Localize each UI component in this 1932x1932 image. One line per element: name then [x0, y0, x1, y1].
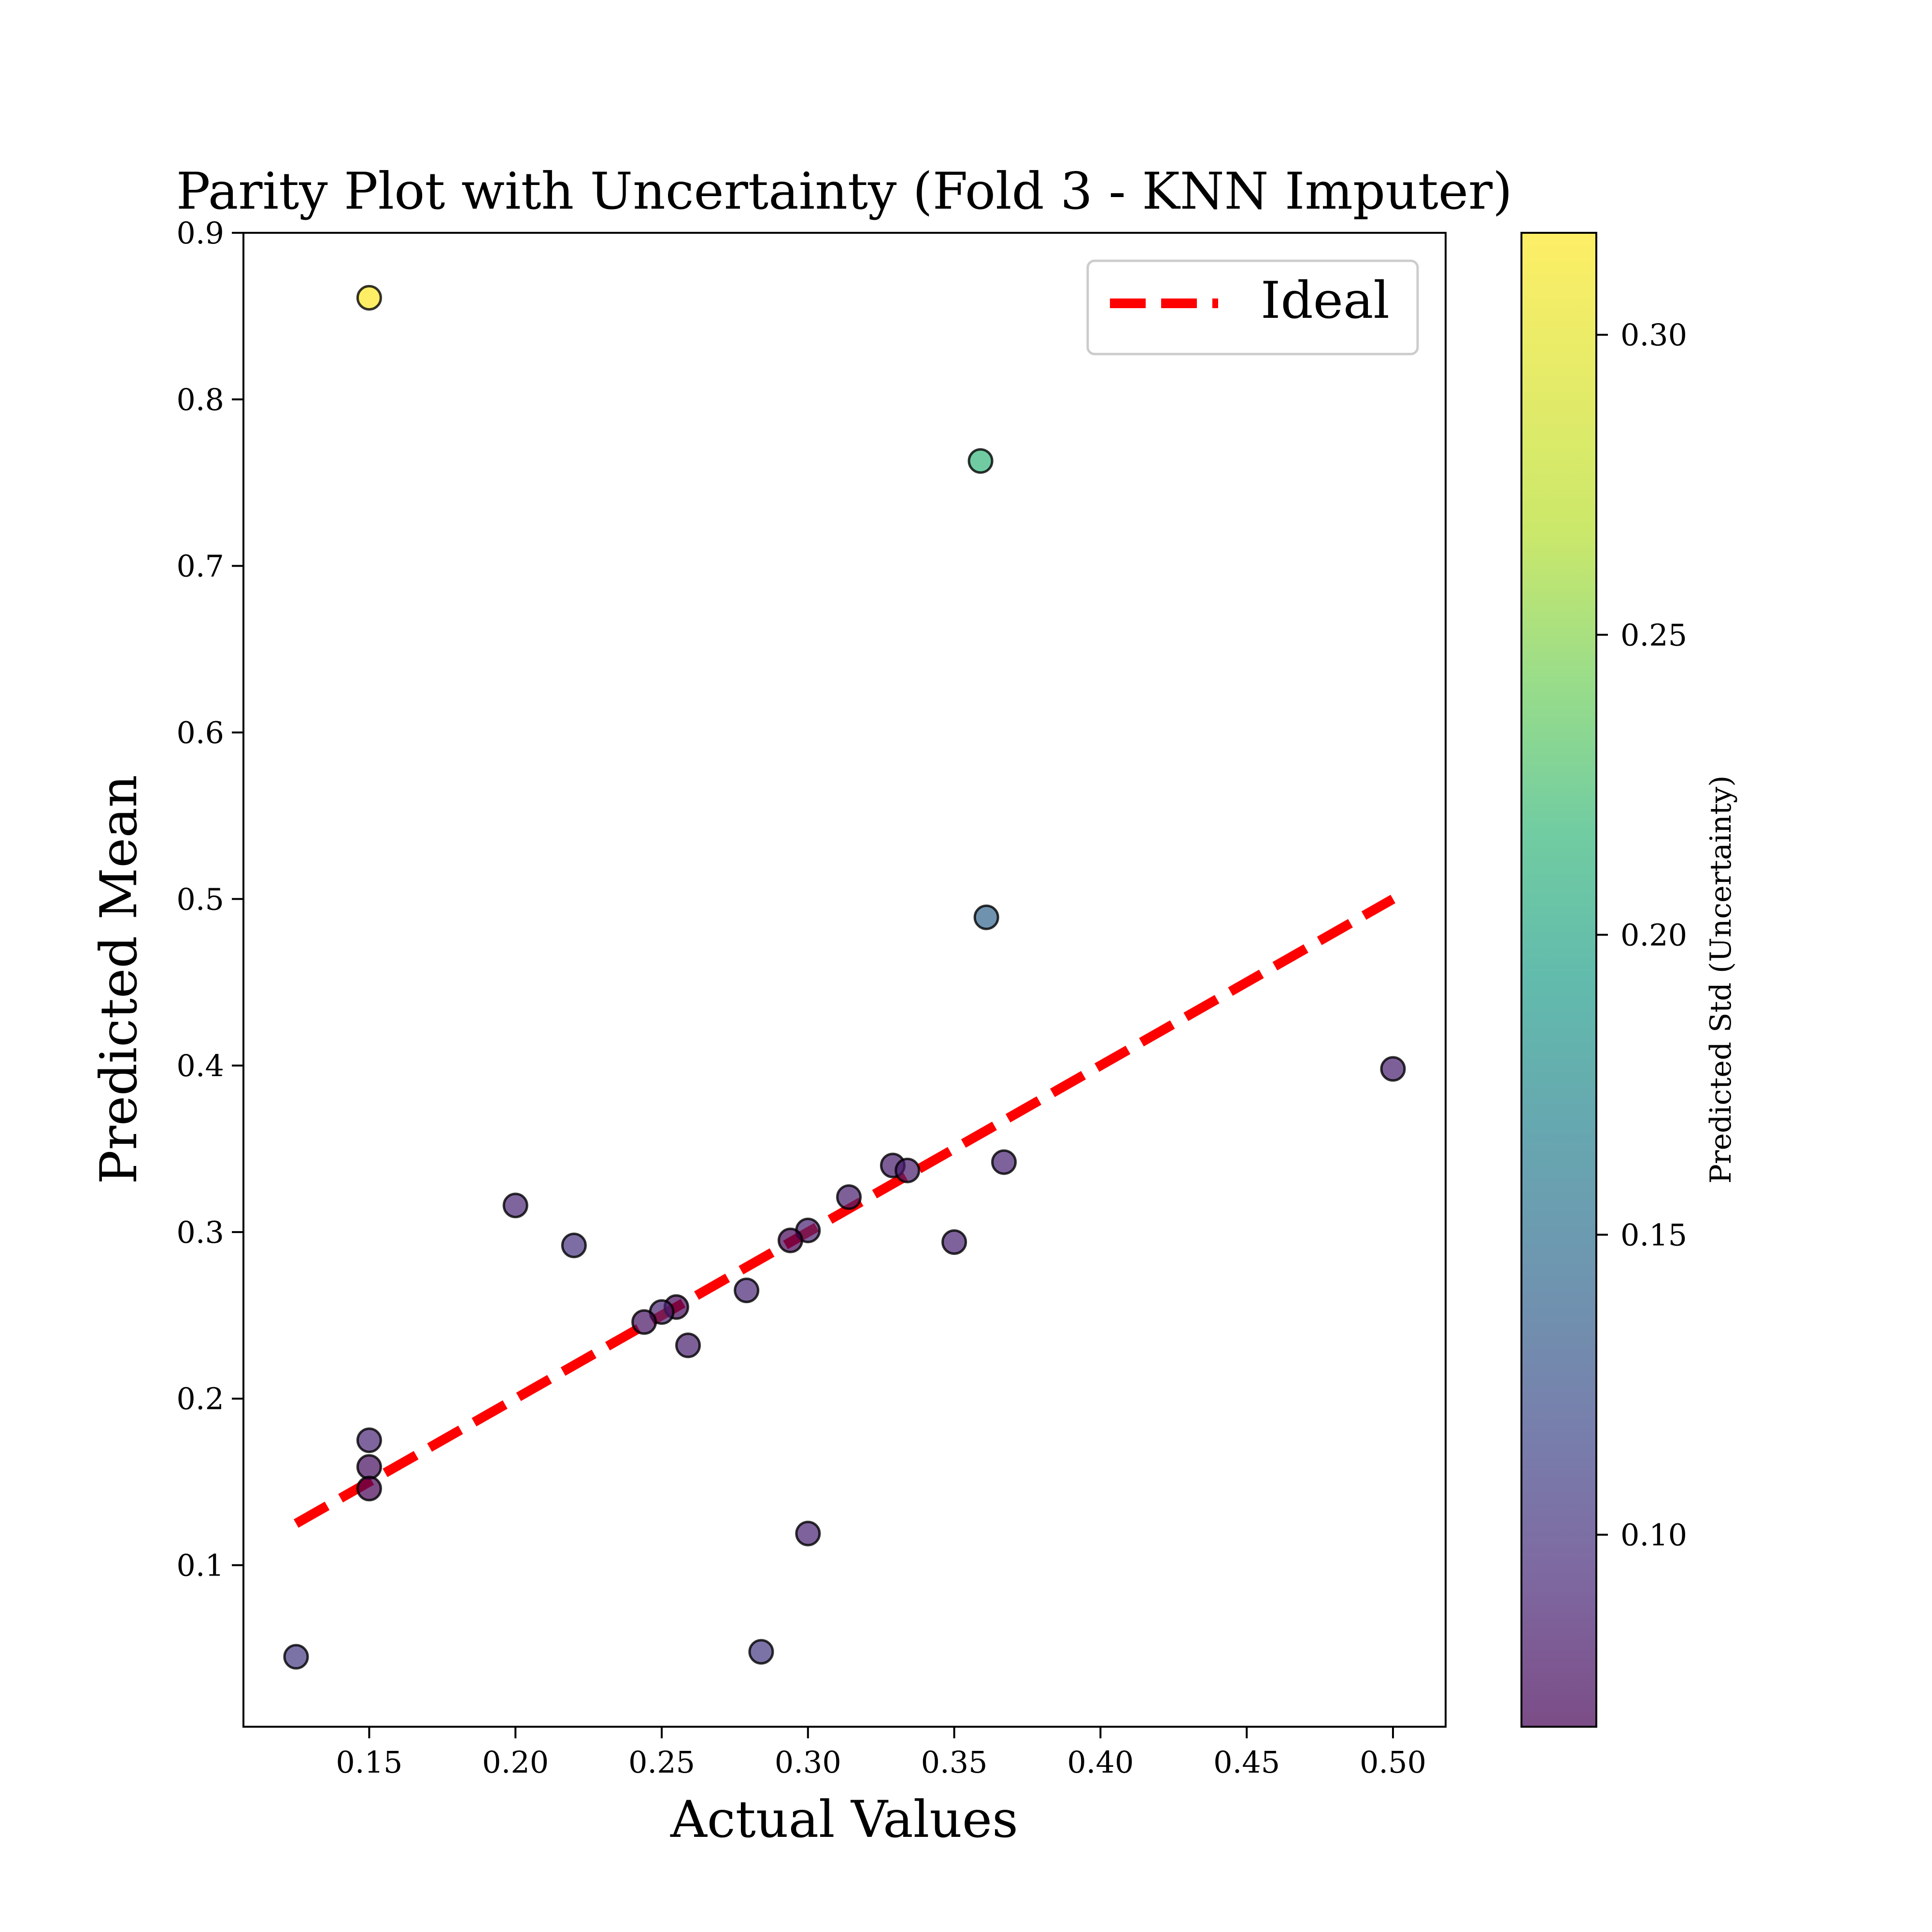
colorbar-tick-label: 0.20 [1620, 917, 1687, 952]
x-tick-label: 0.25 [628, 1745, 695, 1780]
colorbar-tick-label: 0.25 [1620, 617, 1687, 653]
scatter-point [973, 904, 999, 930]
x-tick-label: 0.40 [1067, 1745, 1134, 1780]
plot-frame [243, 233, 1446, 1727]
y-tick-label: 0.7 [176, 549, 224, 584]
y-tick-label: 0.2 [176, 1381, 224, 1417]
scatter-point [777, 1227, 803, 1253]
scatter-point [991, 1149, 1017, 1175]
colorbar-tick-label: 0.15 [1620, 1217, 1687, 1252]
scatter-point [734, 1278, 760, 1304]
colorbar-tick-label: 0.10 [1620, 1518, 1687, 1553]
points-layer [283, 284, 1406, 1670]
x-tick-label: 0.45 [1213, 1745, 1280, 1780]
scatter-point [675, 1332, 701, 1358]
y-tick-label: 0.3 [176, 1215, 224, 1250]
x-tick-label: 0.20 [482, 1745, 549, 1780]
legend: Ideal [1086, 259, 1419, 355]
scatter-point [941, 1229, 967, 1255]
scatter-point [631, 1309, 657, 1335]
x-tick-label: 0.50 [1360, 1745, 1426, 1780]
scatter-point [356, 1454, 382, 1480]
scatter-point [748, 1639, 774, 1665]
colorbar-tick-label: 0.30 [1620, 317, 1687, 353]
chart-title: Parity Plot with Uncertainty (Fold 3 - K… [176, 162, 1512, 221]
scatter-point [836, 1184, 862, 1210]
scatter-point [967, 448, 994, 474]
y-axis-label: Predicted Mean [89, 775, 148, 1184]
x-tick-label: 0.15 [336, 1745, 402, 1780]
plot-area [242, 232, 1447, 1728]
colorbar-ticks: 0.10 0.15 0.20 0.25 0.30 [1596, 317, 1687, 1553]
colorbar-border [1520, 232, 1597, 1728]
x-axis: 0.15 0.20 0.25 0.30 0.35 0.40 0.45 0.50 [336, 1727, 1426, 1780]
y-tick-label: 0.1 [176, 1548, 224, 1583]
y-tick-label: 0.6 [176, 715, 224, 750]
plot-border [242, 232, 1447, 1728]
scatter-point [356, 1427, 382, 1453]
x-tick-label: 0.35 [921, 1745, 988, 1780]
x-tick-label: 0.30 [775, 1745, 841, 1780]
legend-box [1086, 259, 1419, 355]
y-axis: 0.1 0.2 0.3 0.4 0.5 0.6 0.7 0.8 0.9 [176, 215, 243, 1583]
scatter-point [1380, 1056, 1406, 1082]
scatter-point [283, 1644, 309, 1670]
y-tick-label: 0.4 [176, 1048, 224, 1083]
colorbar: 0.10 0.15 0.20 0.25 0.30 Predicted Std (Unce… [1520, 232, 1738, 1728]
scatter-point [356, 1476, 382, 1502]
ideal-line-layer [294, 895, 1395, 1528]
scatter-point [561, 1232, 587, 1258]
y-tick-label: 0.5 [176, 881, 224, 917]
legend-ideal-label: Ideal [1261, 271, 1390, 330]
x-axis-label: Actual Values [670, 1790, 1018, 1849]
scatter-point [895, 1157, 921, 1183]
colorbar-label: Predicted Std (Uncertainty) [1704, 775, 1738, 1183]
y-tick-label: 0.8 [176, 382, 224, 417]
scatter-point [502, 1193, 528, 1219]
y-tick-label: 0.9 [176, 215, 224, 251]
ideal-line [294, 895, 1395, 1528]
colorbar-gradient [1521, 233, 1596, 1727]
scatter-point [795, 1520, 821, 1547]
scatter-point [356, 284, 382, 311]
